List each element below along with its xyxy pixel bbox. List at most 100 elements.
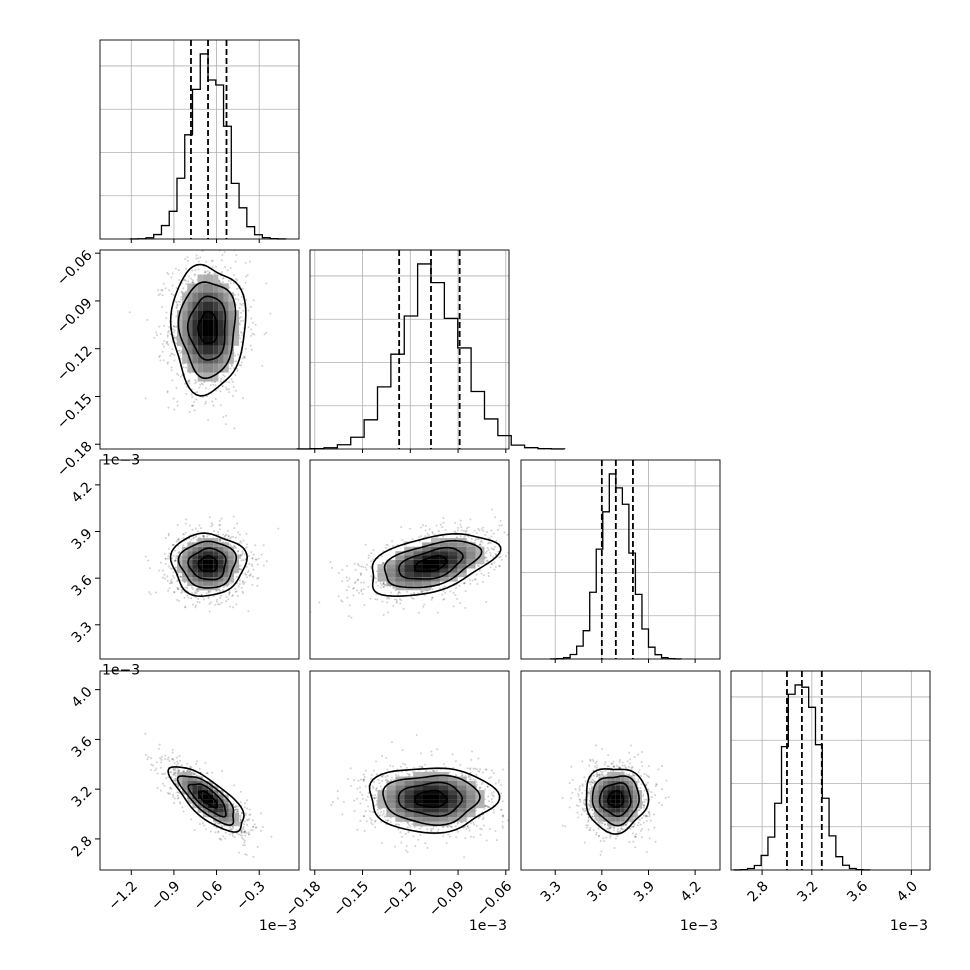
- scatter-point: [395, 598, 398, 601]
- scatter-point: [177, 349, 180, 352]
- scatter-point: [241, 319, 244, 322]
- scatter-point: [587, 820, 590, 823]
- scatter-point: [518, 798, 520, 800]
- scatter-point: [492, 808, 495, 811]
- density-cell: [176, 776, 183, 781]
- scatter-point: [167, 555, 170, 558]
- scatter-point: [193, 401, 196, 404]
- density-cell: [430, 799, 440, 804]
- contour-line: [598, 781, 632, 818]
- scatter-point: [364, 543, 367, 546]
- scatter-point: [177, 794, 180, 797]
- scatter-point: [180, 589, 183, 592]
- scatter-point: [639, 823, 642, 826]
- scatter-point: [219, 822, 222, 825]
- contour-line: [413, 554, 448, 573]
- scatter-point: [203, 535, 206, 538]
- density-cell: [202, 803, 209, 809]
- scatter-point: [228, 381, 231, 384]
- scatter-point: [436, 748, 439, 751]
- density-cell: [377, 577, 387, 582]
- density-cell: [176, 771, 183, 777]
- scatter-point: [243, 830, 246, 833]
- scatter-point: [157, 747, 160, 750]
- scatter-point: [579, 798, 582, 801]
- scatter-point: [174, 559, 177, 562]
- density-cell: [218, 555, 224, 560]
- scatter-point: [589, 759, 592, 762]
- scatter-point: [625, 823, 628, 826]
- scatter-point: [199, 383, 202, 386]
- scatter-point: [665, 779, 668, 782]
- density-cell: [430, 577, 440, 582]
- scatter-point: [262, 544, 265, 547]
- scatter-point: [251, 557, 254, 560]
- density-cell: [176, 568, 183, 573]
- density-cell: [208, 555, 214, 560]
- scatter-point: [536, 800, 538, 802]
- scatter-point: [414, 844, 417, 847]
- scatter-point: [499, 519, 502, 522]
- scatter-point: [245, 831, 248, 834]
- scatter-point: [374, 819, 377, 822]
- scatter-point: [622, 828, 625, 831]
- scatter-point: [187, 596, 190, 599]
- scatter-point: [375, 804, 378, 807]
- scatter-point: [376, 773, 379, 776]
- density-cell: [197, 546, 203, 552]
- scatter-point: [171, 272, 174, 275]
- density-cell: [218, 572, 224, 578]
- density-cell: [628, 817, 634, 822]
- density-cell: [202, 363, 209, 373]
- scatter-point: [232, 606, 235, 609]
- scatter-point: [189, 765, 192, 768]
- scatter-point: [179, 787, 182, 790]
- scatter-point: [360, 565, 363, 568]
- scatter-point: [487, 805, 490, 808]
- scatter-point: [606, 765, 609, 768]
- scatter-point: [190, 818, 193, 821]
- scatter-point: [390, 591, 393, 594]
- scatter-point: [570, 765, 573, 768]
- scatter-point: [628, 827, 631, 830]
- scatter-point: [159, 293, 162, 296]
- scatter-point: [168, 582, 171, 585]
- scatter-point: [174, 560, 177, 563]
- scatter-point: [248, 562, 251, 565]
- scatter-point: [179, 301, 182, 304]
- scatter-point: [490, 801, 493, 804]
- scatter-point: [174, 769, 177, 772]
- scatter-point: [188, 379, 191, 382]
- density-cell: [228, 817, 234, 822]
- density-cell: [208, 283, 214, 293]
- scatter-point: [147, 559, 150, 562]
- density-cell: [218, 546, 224, 552]
- y-tick-label: 3.6: [69, 572, 96, 599]
- density-cell: [182, 555, 188, 560]
- density-cell: [233, 328, 240, 337]
- scatter-point: [381, 775, 384, 778]
- scatter-point: [171, 793, 174, 796]
- scatter-point: [172, 571, 175, 574]
- scatter-point: [237, 298, 240, 301]
- scatter-point: [609, 826, 612, 829]
- scatter-point: [247, 819, 250, 822]
- density-cell: [430, 564, 440, 569]
- panel-frame: [99, 459, 300, 660]
- scatter-point: [187, 379, 190, 382]
- density-cell: [208, 799, 214, 804]
- scatter-point: [649, 819, 652, 822]
- scatter-point: [241, 581, 244, 584]
- scatter-point: [487, 574, 490, 577]
- scatter-point: [419, 752, 422, 755]
- scatter-point: [170, 770, 173, 773]
- density-cell: [202, 345, 209, 355]
- scatter-point: [191, 281, 194, 284]
- scatter-point: [243, 355, 246, 358]
- scatter-point: [164, 287, 167, 290]
- scatter-point: [393, 598, 396, 601]
- scatter-point: [487, 542, 490, 545]
- scatter-point: [250, 551, 253, 554]
- scatter-point: [437, 529, 440, 532]
- density-cell: [218, 581, 224, 586]
